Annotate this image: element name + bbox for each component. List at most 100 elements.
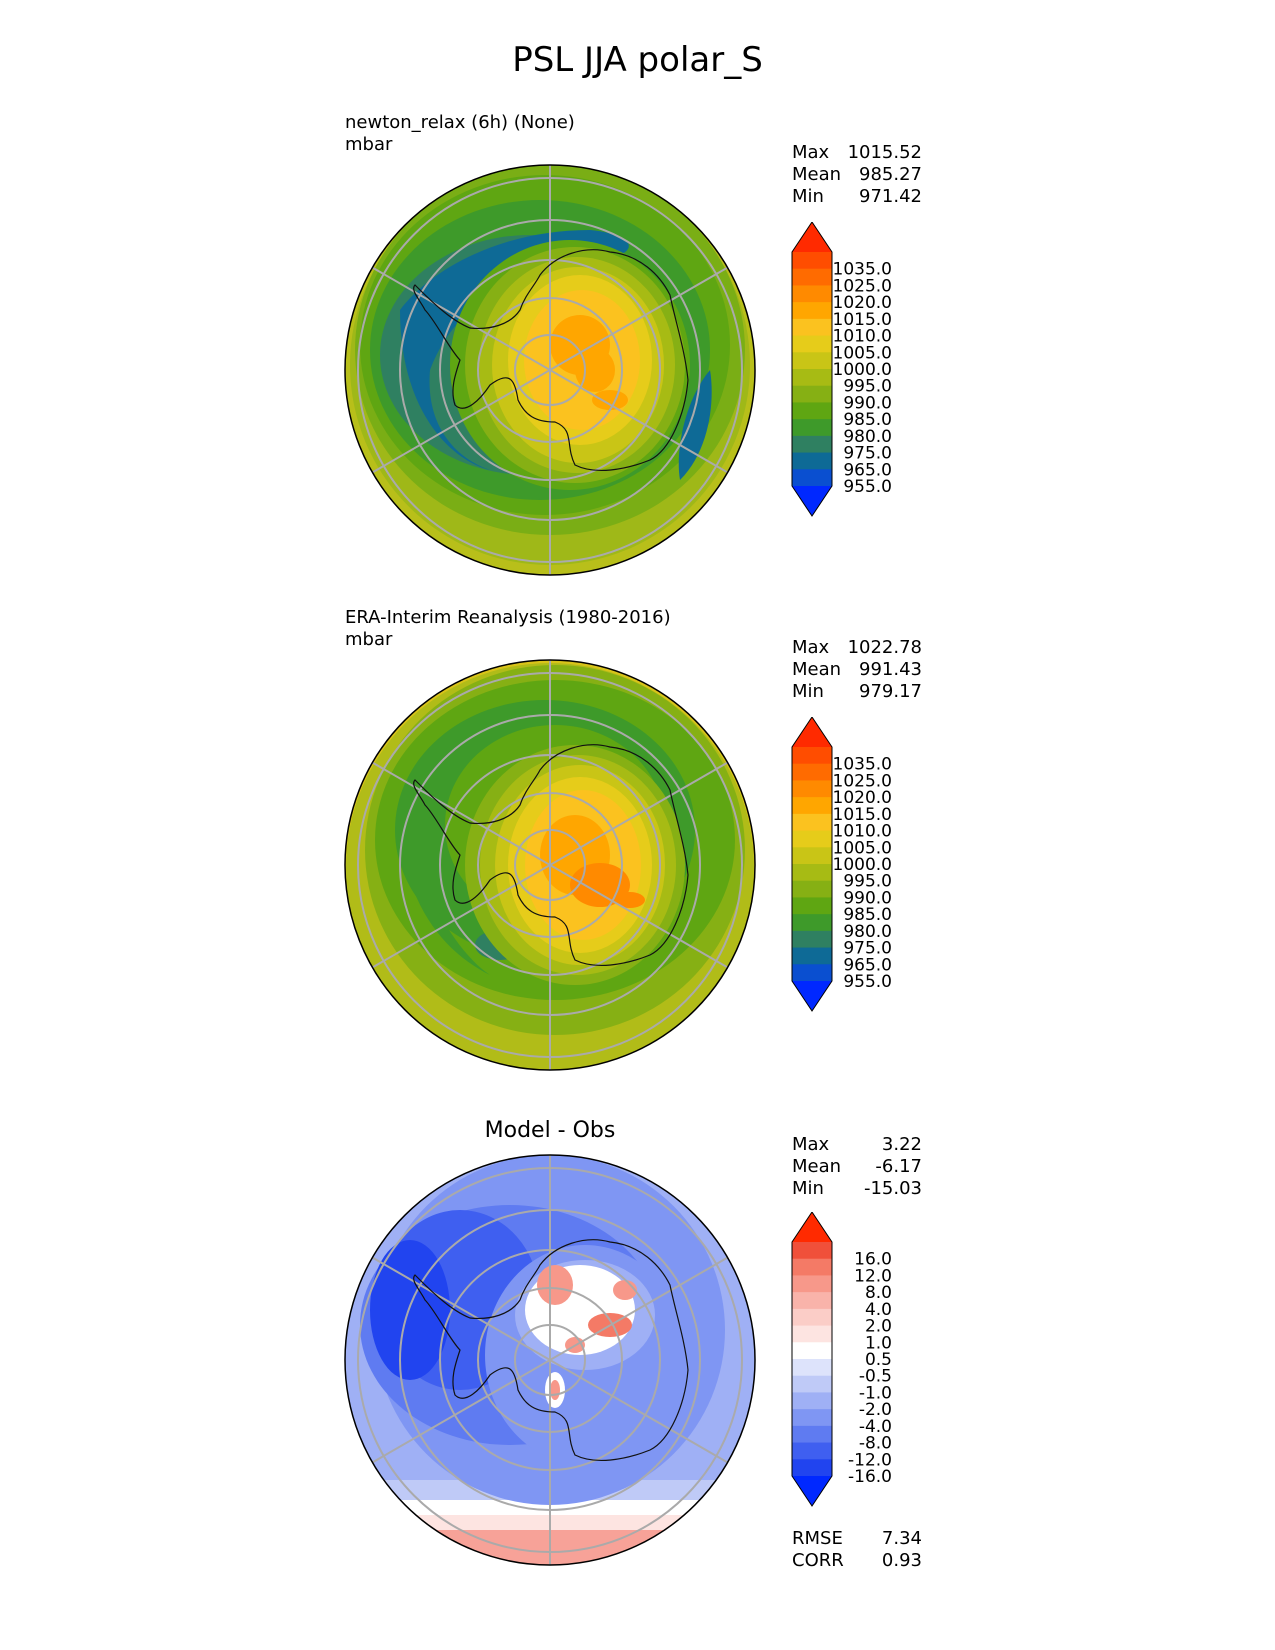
colorbar-segment (792, 1342, 832, 1360)
colorbar-tick-label: -2.0 (859, 1400, 892, 1420)
colorbar-extend-bottom (792, 1476, 832, 1506)
colorbar-segment (792, 335, 832, 353)
metric-label: CORR (792, 1550, 844, 1571)
stat-label: Min (792, 681, 824, 702)
colorbar-segment (792, 864, 832, 882)
stat-row: Max 1015.52 (792, 142, 922, 164)
panel-1-map (344, 164, 756, 576)
colorbar-tick-label: 4.0 (865, 1300, 892, 1320)
colorbar-segment (792, 402, 832, 420)
stat-row: Mean 991.43 (792, 659, 922, 681)
colorbar-tick-label: 980.0 (843, 427, 892, 447)
stat-label: Min (792, 1178, 824, 1199)
panel-2-stats: Max 1022.78 Mean 991.43 Min 979.17 (792, 637, 922, 703)
colorbar-segment (792, 897, 832, 915)
panel-3-title: Model - Obs (484, 1118, 616, 1143)
colorbar-tick-label: 1000.0 (833, 360, 892, 380)
stat-value: 985.27 (859, 164, 922, 185)
colorbar-segment (792, 369, 832, 387)
stat-value: 979.17 (859, 681, 922, 702)
colorbar-segment (792, 763, 832, 781)
colorbar-segment (792, 1275, 832, 1293)
colorbar-extend-top (792, 222, 832, 252)
colorbar-segment (792, 797, 832, 815)
metric-row: CORR 0.93 (792, 1550, 922, 1572)
stat-row: Mean 985.27 (792, 164, 922, 186)
metric-row: RMSE 7.34 (792, 1528, 922, 1550)
colorbar-segment (792, 780, 832, 798)
colorbar-tick-label: 955.0 (843, 477, 892, 497)
metric-value: 7.34 (881, 1528, 922, 1549)
panel-1-label: newton_relax (6h) (None) mbar (345, 112, 575, 156)
colorbar-outline (791, 717, 833, 1012)
metric-value: 0.93 (881, 1550, 922, 1571)
colorbar-tick-label: 2.0 (865, 1317, 892, 1337)
stat-value: -6.17 (875, 1156, 922, 1177)
colorbar-extend-bottom (792, 486, 832, 516)
colorbar-tick-label: 1000.0 (833, 855, 892, 875)
colorbar-segment (792, 1359, 832, 1377)
colorbar-tick-label: 1005.0 (833, 343, 892, 363)
panel-1-colorbar: 1035.01025.01020.01015.01010.01005.01000… (791, 222, 892, 517)
colorbar-tick-label: 1020.0 (833, 788, 892, 808)
stat-label: Mean (792, 1156, 842, 1177)
colorbar-segment (792, 419, 832, 437)
stat-row: Max 3.22 (792, 1134, 922, 1156)
stat-row: Mean -6.17 (792, 1156, 922, 1178)
colorbar-segment (792, 318, 832, 337)
colorbar-tick-label: 0.5 (865, 1350, 892, 1370)
stat-label: Mean (792, 164, 842, 185)
colorbar-outline (791, 222, 833, 517)
stat-label: Max (792, 637, 830, 658)
stat-row: Min 971.42 (792, 186, 922, 208)
stat-label: Max (792, 1134, 830, 1155)
colorbar-tick-label: 1020.0 (833, 293, 892, 313)
colorbar-segment (792, 1409, 832, 1427)
colorbar-segment (792, 385, 832, 403)
colorbar-tick-label: 1010.0 (833, 327, 892, 347)
colorbar-segment (792, 1242, 832, 1260)
stat-value: -15.03 (863, 1178, 922, 1199)
metric-label: RMSE (792, 1528, 843, 1549)
stat-label: Min (792, 186, 824, 207)
colorbar-tick-label: -12.0 (848, 1450, 892, 1470)
colorbar-segment (792, 252, 832, 270)
colorbar-tick-label: -16.0 (848, 1467, 892, 1487)
colorbar-tick-label: 1015.0 (833, 805, 892, 825)
colorbar-tick-label: 990.0 (843, 393, 892, 413)
stat-value: 3.22 (881, 1134, 922, 1155)
colorbar-extend-top (792, 717, 832, 747)
colorbar-tick-label: 16.0 (854, 1250, 892, 1270)
colorbar-segment (792, 302, 832, 320)
colorbar-segment (792, 1459, 832, 1477)
panel-3-stats: Max 3.22 Mean -6.17 Min -15.03 (792, 1134, 922, 1200)
colorbar-tick-label: 1025.0 (833, 771, 892, 791)
colorbar-segment (792, 847, 832, 865)
colorbar-segment (792, 830, 832, 848)
colorbar-tick-label: 1005.0 (833, 838, 892, 858)
colorbar-tick-label: 990.0 (843, 888, 892, 908)
colorbar-tick-label: 8.0 (865, 1283, 892, 1303)
colorbar-segment (792, 469, 832, 487)
colorbar-tick-label: 1015.0 (833, 310, 892, 330)
stat-value: 1022.78 (847, 637, 922, 658)
colorbar-tick-label: -4.0 (859, 1417, 892, 1437)
colorbar-tick-label: 1010.0 (833, 822, 892, 842)
panel-2-map (344, 659, 756, 1071)
colorbar-segment (792, 813, 832, 832)
colorbar-segment (792, 747, 832, 765)
colorbar-tick-label: 12.0 (854, 1266, 892, 1286)
colorbar-tick-label: -8.0 (859, 1434, 892, 1454)
colorbar-tick-label: 995.0 (843, 377, 892, 397)
colorbar-extend-top (792, 1212, 832, 1242)
colorbar-segment (792, 1425, 832, 1444)
colorbar-outline (791, 1212, 833, 1507)
stat-value: 971.42 (859, 186, 922, 207)
colorbar-segment (792, 1375, 832, 1393)
panel-1-title: newton_relax (6h) (None) (345, 112, 575, 133)
stat-value: 1015.52 (847, 142, 922, 163)
colorbar-segment (792, 1442, 832, 1460)
panel-2-label: ERA-Interim Reanalysis (1980-2016) mbar (345, 607, 671, 651)
colorbar-segment (792, 452, 832, 470)
panel-1-units: mbar (345, 134, 393, 155)
